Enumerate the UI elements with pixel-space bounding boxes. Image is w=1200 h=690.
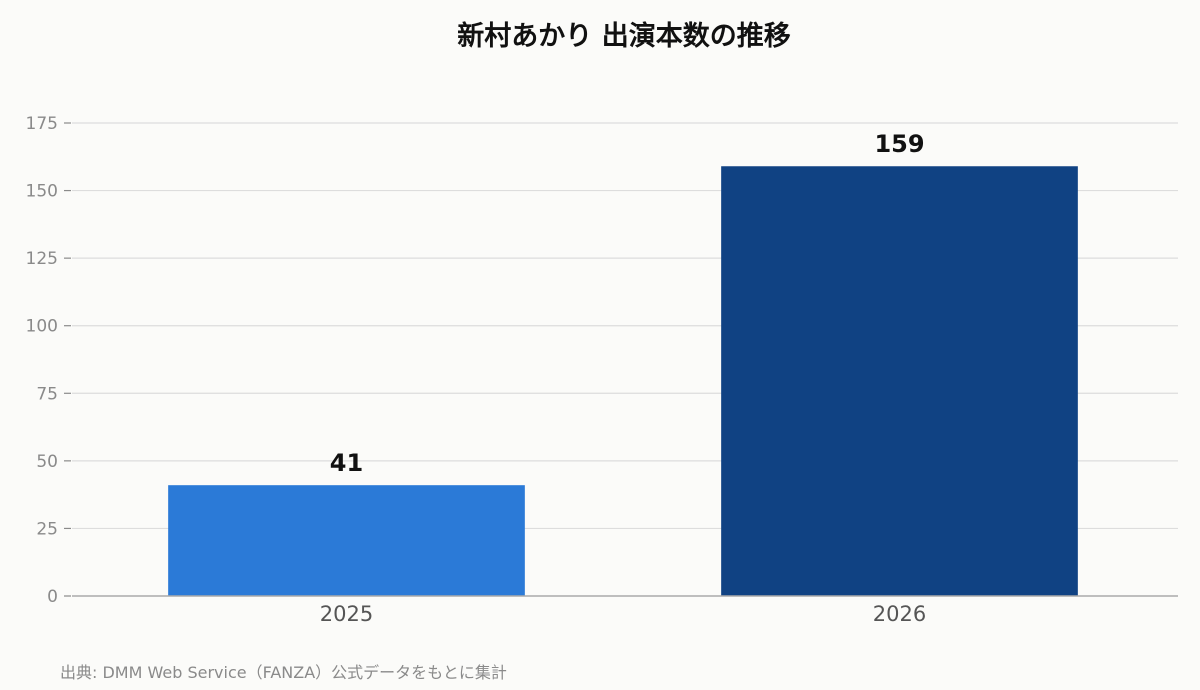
y-tick-label: 125 (26, 249, 58, 269)
bars: 41 159 (168, 130, 1078, 596)
y-tick-label: 75 (36, 384, 58, 404)
y-axis: 0 25 50 75 100 125 150 175 (26, 114, 71, 607)
x-axis: 2025 2026 (72, 595, 1178, 626)
bar-2026 (721, 166, 1078, 596)
y-tick-label: 50 (36, 452, 58, 472)
data-label: 159 (874, 130, 924, 158)
bar-2025 (168, 485, 525, 596)
y-tick-label: 25 (36, 519, 58, 539)
y-tick-label: 150 (26, 182, 58, 202)
chart-title: 新村あかり 出演本数の推移 (457, 21, 791, 52)
y-tick-label: 100 (26, 317, 58, 337)
x-tick-label: 2025 (320, 602, 373, 626)
source-note: 出典: DMM Web Service（FANZA）公式データをもとに集計 (60, 663, 507, 682)
y-tick-label: 175 (26, 114, 58, 134)
y-tick-label: 0 (47, 587, 58, 607)
data-label: 41 (330, 449, 363, 477)
x-tick-label: 2026 (873, 602, 926, 626)
